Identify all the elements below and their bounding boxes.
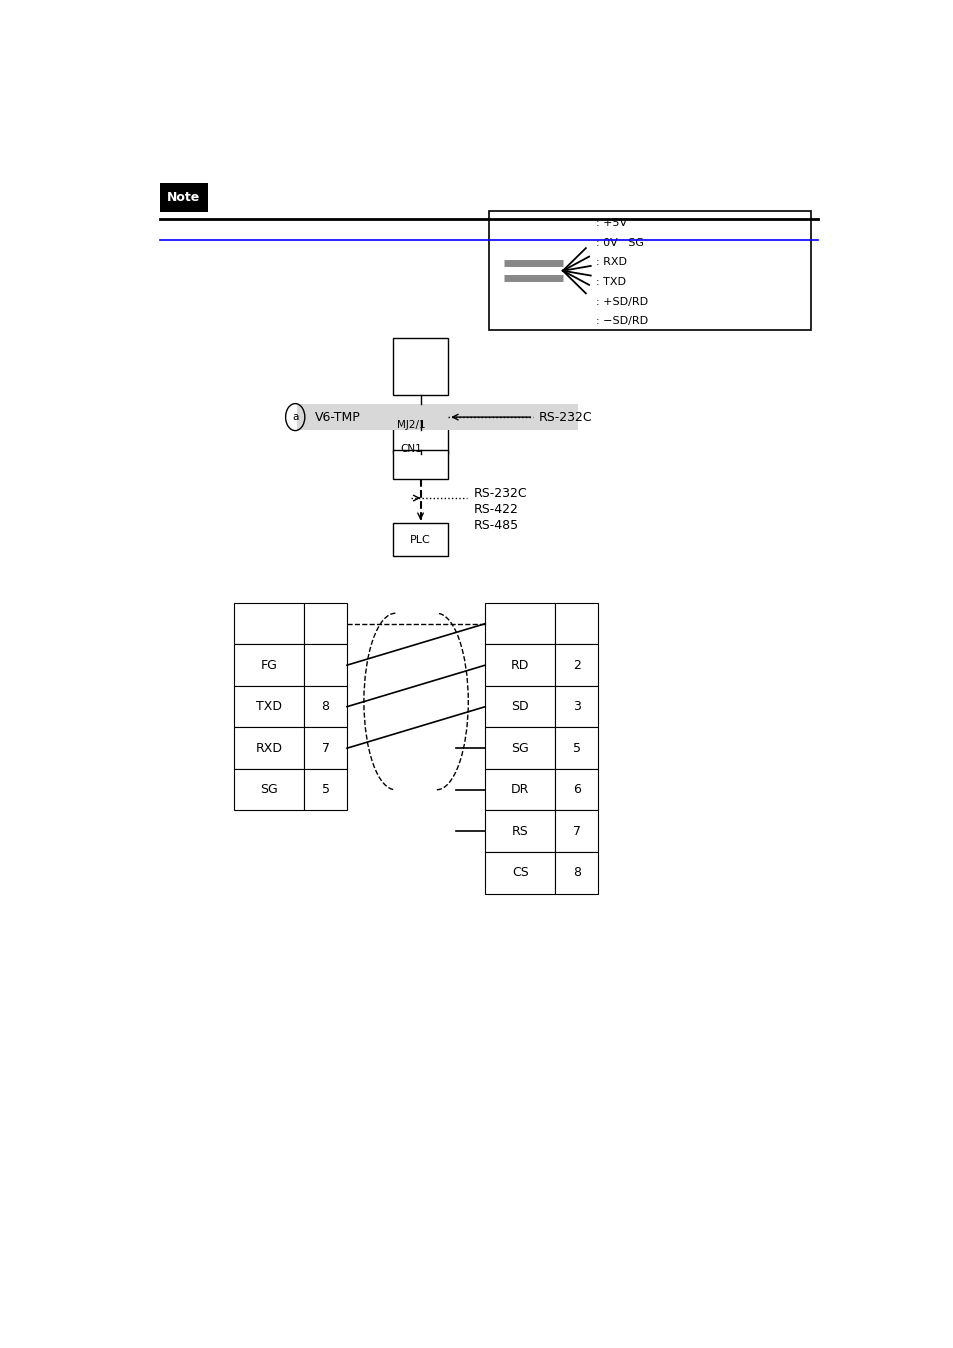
Bar	[555, 768, 598, 810]
Text: RS-485: RS-485	[474, 519, 518, 531]
Bar	[296, 403, 577, 430]
Bar	[393, 338, 448, 395]
Text: CN1: CN1	[400, 445, 422, 454]
Bar	[393, 450, 448, 480]
Text: 2: 2	[573, 659, 580, 671]
Bar	[555, 810, 598, 852]
Bar	[555, 686, 598, 728]
Text: MJ2/1: MJ2/1	[396, 419, 425, 430]
Bar	[485, 810, 555, 852]
Bar	[393, 421, 448, 454]
Text: : +5V: : +5V	[596, 218, 627, 228]
Bar	[485, 728, 555, 768]
Text: RS-422: RS-422	[474, 503, 518, 516]
Text: DR: DR	[511, 783, 529, 797]
Text: Note: Note	[167, 190, 200, 204]
Text: : −SD/RD: : −SD/RD	[596, 317, 648, 326]
Bar	[304, 728, 347, 768]
Text: 8: 8	[573, 867, 580, 879]
Text: V6-TMP: V6-TMP	[314, 411, 360, 423]
Bar	[485, 603, 555, 644]
Bar	[485, 852, 555, 894]
Bar	[304, 768, 347, 810]
Text: RS-232C: RS-232C	[474, 488, 527, 500]
Text: 6: 6	[573, 783, 580, 797]
Bar	[485, 686, 555, 728]
Text: SD: SD	[511, 700, 529, 713]
Text: 5: 5	[573, 741, 580, 755]
Bar	[304, 644, 347, 686]
Bar	[555, 603, 598, 644]
Bar	[233, 728, 304, 768]
Text: TXD: TXD	[255, 700, 282, 713]
Bar	[233, 768, 304, 810]
Text: : 0V   SG: : 0V SG	[596, 237, 643, 248]
Text: 8: 8	[321, 700, 329, 713]
Bar	[233, 603, 304, 644]
Text: PLC: PLC	[410, 535, 431, 545]
Text: SG: SG	[511, 741, 529, 755]
Text: : +SD/RD: : +SD/RD	[596, 297, 648, 307]
Bar	[555, 644, 598, 686]
Bar	[393, 523, 448, 557]
Text: CS: CS	[512, 867, 528, 879]
Bar	[485, 768, 555, 810]
Bar	[304, 603, 347, 644]
Bar	[233, 686, 304, 728]
Text: RD: RD	[511, 659, 529, 671]
Bar	[555, 728, 598, 768]
Text: FG: FG	[260, 659, 277, 671]
Bar	[233, 644, 304, 686]
Text: : RXD: : RXD	[596, 257, 626, 267]
Text: RXD: RXD	[255, 741, 282, 755]
Text: : TXD: : TXD	[596, 276, 625, 287]
Bar	[304, 686, 347, 728]
Text: a: a	[292, 412, 298, 422]
Text: 7: 7	[573, 825, 580, 837]
Bar	[555, 852, 598, 894]
Text: RS-232C: RS-232C	[538, 411, 592, 423]
Bar	[485, 644, 555, 686]
Text: 3: 3	[573, 700, 580, 713]
Text: 5: 5	[321, 783, 329, 797]
Text: 7: 7	[321, 741, 329, 755]
Text: RS: RS	[512, 825, 528, 837]
Text: SG: SG	[260, 783, 277, 797]
Bar	[160, 182, 208, 212]
Bar	[488, 210, 810, 330]
